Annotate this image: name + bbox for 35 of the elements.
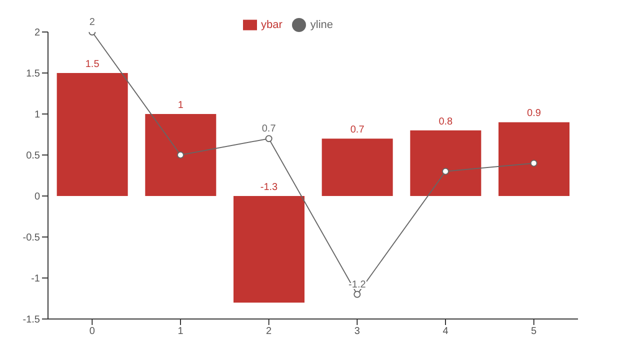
bar: [234, 196, 304, 303]
x-tick-label: 4: [442, 326, 449, 338]
y-tick-label: 0: [34, 192, 40, 203]
point: [442, 168, 449, 175]
bar: [498, 122, 570, 196]
point: [177, 152, 184, 158]
data-label: 1.5: [85, 59, 100, 70]
point: [265, 135, 272, 142]
data-label: 1: [178, 100, 184, 111]
x-tick-label: 2: [266, 326, 272, 338]
data-label: 0.8: [438, 116, 454, 128]
x-tick-label: 0: [89, 326, 96, 338]
x-tick-label: 5: [531, 326, 538, 338]
data-label: 2: [89, 17, 96, 28]
data-label: -1.3: [260, 182, 278, 193]
y-tick-label: -1: [31, 274, 40, 285]
point: [530, 160, 538, 167]
y-tick-label: 2: [34, 28, 40, 39]
bar: [410, 130, 482, 196]
y-tick-label: -0.5: [22, 232, 40, 244]
x-tick-label: 3: [354, 326, 360, 338]
y-tick-label: 0.5: [26, 150, 40, 162]
data-label: 0.7: [262, 124, 276, 135]
data-label: 0.7: [350, 124, 365, 136]
y-tick-label: 1.5: [26, 68, 40, 80]
y-tick-label: 1: [34, 110, 40, 121]
x-tick-label: 1: [178, 326, 184, 338]
point: [354, 290, 361, 298]
legend-label: yline: [310, 18, 334, 31]
y-tick-label: -1.5: [22, 314, 40, 326]
bar: [145, 114, 216, 196]
legend-label: ybar: [260, 18, 282, 31]
bar: [322, 138, 393, 196]
bar: [56, 73, 128, 196]
data-label: 0.9: [527, 108, 542, 120]
